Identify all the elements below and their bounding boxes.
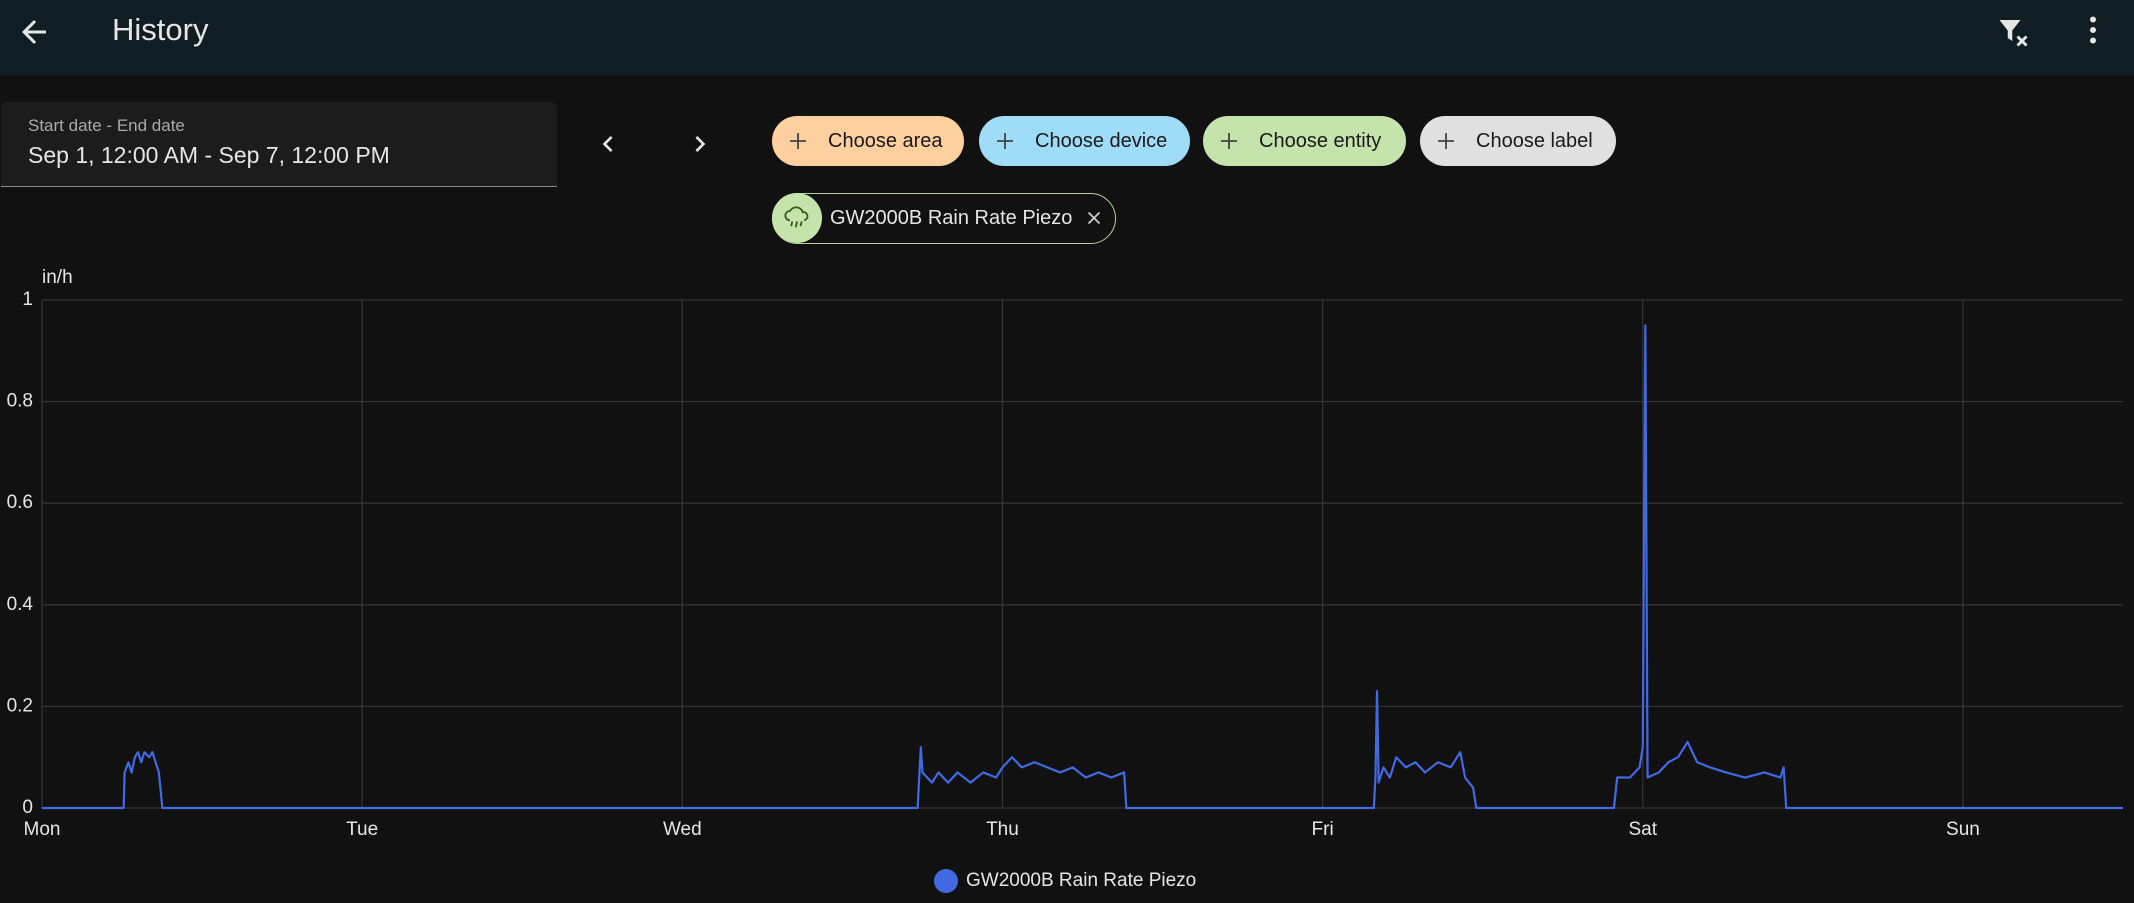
filter-chip[interactable]: Choose label [1420,116,1616,166]
filter-label: Choose area [828,130,943,152]
back-button[interactable] [16,14,52,50]
chart: in/h 0 0.2 0.4 0.6 0.8 1 Mon Tue Wed Thu Fri Sat Sun… [7,267,2123,893]
filter-chip[interactable]: Choose entity [1203,116,1406,166]
next-button[interactable] [684,128,716,160]
filter-chip[interactable]: Choose device [979,116,1190,166]
x-tick-label: Tue [346,819,378,840]
legend-label: GW2000B Rain Rate Piezo [966,870,1196,891]
legend-marker [934,869,958,893]
entity-label: GW2000B Rain Rate Piezo [830,207,1073,229]
filter-chip[interactable]: Choose area [772,116,964,166]
previous-button[interactable] [592,128,624,160]
y-tick-label: 0.8 [7,391,33,412]
date-label: Start date - End date [28,116,185,135]
x-tick-label: Sat [1629,819,1658,840]
x-tick-label: Fri [1312,819,1334,840]
filter-label: Choose entity [1259,130,1382,152]
x-tick-label: Wed [663,819,702,840]
y-tick-label: 0.4 [7,594,34,615]
filter-label: Choose device [1035,130,1168,152]
x-tick-label: Thu [986,819,1019,840]
entity-chip[interactable]: GW2000B Rain Rate Piezo [772,193,1116,244]
x-tick-label: Sun [1946,819,1980,840]
y-tick-label: 0.2 [7,695,33,716]
y-axis-label: in/h [42,267,73,288]
line-series [42,324,2123,810]
entity-icon [772,193,822,243]
clear-filter-button[interactable] [1995,14,2031,50]
remove-entity[interactable] [1083,207,1105,229]
top-bar: History [0,0,2134,75]
y-tick-label: 0 [22,797,33,818]
date-value: Sep 1, 12:00 AM - Sep 7, 12:00 PM [28,142,390,168]
y-tick-label: 0.6 [7,492,33,513]
page-title: History [112,12,209,47]
date-range-field[interactable]: Start date - End date Sep 1, 12:00 AM - … [1,102,557,187]
menu-button[interactable] [2075,12,2111,48]
x-tick-label: Mon [24,819,61,840]
filter-label: Choose label [1476,130,1593,152]
y-tick-label: 1 [22,289,33,310]
